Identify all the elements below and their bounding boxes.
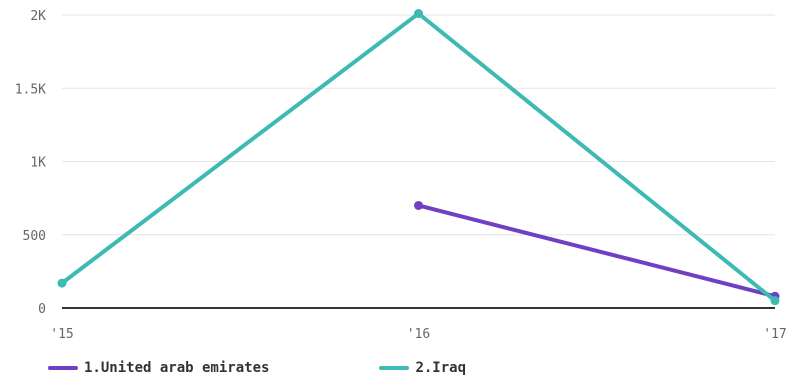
- y-tick-label: 500: [23, 229, 46, 244]
- x-tick-label: '16: [407, 327, 430, 342]
- y-tick-label: 1K: [30, 156, 46, 171]
- legend-swatch-iraq: [379, 366, 410, 370]
- y-tick-label: 2K: [30, 9, 46, 24]
- line-chart: 0 500 1K 1.5K 2K '15 '16 '17: [15, 9, 787, 342]
- series-line: [60, 11, 777, 303]
- data-point: [414, 200, 423, 210]
- series-line: [416, 203, 777, 299]
- y-axis-ticks: 0 500 1K 1.5K 2K: [15, 9, 46, 317]
- legend-item-uae[interactable]: 1.United arab emirates: [48, 360, 269, 376]
- x-tick-label: '15: [50, 327, 73, 342]
- legend-swatch-uae: [48, 366, 78, 370]
- data-point: [57, 278, 67, 288]
- legend: 1.United arab emirates 2.Iraq: [48, 357, 576, 379]
- x-axis-ticks: '15 '16 '17: [50, 327, 786, 342]
- y-tick-label: 1.5K: [15, 82, 46, 97]
- legend-item-iraq[interactable]: 2.Iraq: [379, 360, 466, 376]
- data-point: [770, 296, 780, 306]
- y-tick-label: 0: [38, 302, 46, 317]
- x-tick-label: '17: [763, 327, 786, 342]
- legend-label-uae: 1.United arab emirates: [84, 360, 270, 376]
- series-layer: [57, 9, 780, 306]
- legend-label-iraq: 2.Iraq: [415, 360, 467, 376]
- data-point: [414, 9, 423, 19]
